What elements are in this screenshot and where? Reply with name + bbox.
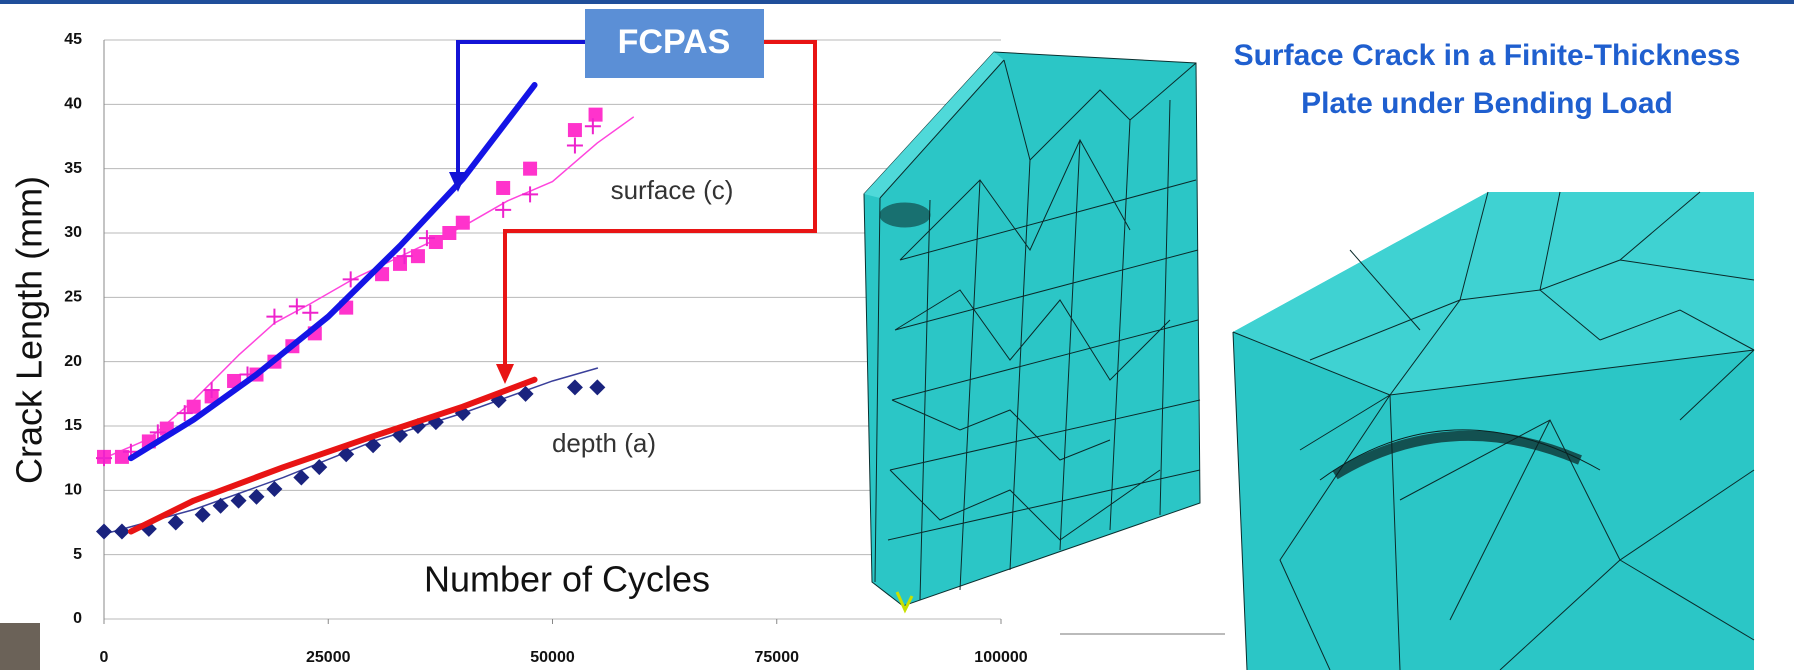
plus-marker	[266, 309, 282, 325]
slide-title-line: Plate under Bending Load	[1301, 87, 1673, 120]
x-tick-label: 0	[100, 649, 109, 666]
square-marker	[187, 400, 201, 414]
top-bar	[0, 0, 1794, 4]
plus-marker	[495, 202, 511, 218]
x-tick-label: 50000	[530, 649, 575, 666]
square-marker	[523, 162, 537, 176]
y-tick-label: 25	[64, 289, 82, 306]
square-marker	[589, 108, 603, 122]
diamond-marker	[589, 379, 605, 395]
thumbnail	[0, 623, 40, 670]
diamond-marker	[567, 379, 583, 395]
y-tick-label: 5	[73, 546, 82, 563]
y-axis-label: Crack Length (mm)	[9, 176, 50, 484]
square-marker	[456, 216, 470, 230]
y-tick-label: 0	[73, 610, 82, 627]
y-tick-label: 40	[64, 96, 82, 113]
square-marker	[411, 249, 425, 263]
square-marker	[496, 181, 510, 195]
model-label: FCPAS	[618, 23, 731, 61]
diamond-marker	[168, 515, 184, 531]
y-tick-label: 15	[64, 417, 82, 434]
y-tick-label: 45	[64, 31, 82, 48]
plate-mesh-image	[864, 52, 1200, 610]
square-marker	[429, 235, 443, 249]
crack-detail-mesh-image	[1233, 192, 1754, 670]
x-axis-label: Number of Cycles	[424, 559, 710, 600]
square-marker	[442, 226, 456, 240]
square-marker	[568, 123, 582, 137]
x-tick-label: 75000	[755, 649, 800, 666]
diamond-marker	[114, 524, 130, 540]
slide: 0 5 10 15 20 25 30 35 40 45 0 25000 50000 75000 100000…	[0, 0, 1794, 670]
diamond-marker	[248, 489, 264, 505]
plus-marker	[567, 138, 583, 154]
x-tick-label: 25000	[306, 649, 351, 666]
y-tick-label: 20	[64, 353, 82, 370]
diamond-marker	[96, 524, 112, 540]
diamond-marker	[213, 498, 229, 514]
y-tick-label: 35	[64, 160, 82, 177]
y-tick-label: 10	[64, 482, 82, 499]
x-tick-label: 100000	[974, 649, 1027, 666]
surface-label: surface (c)	[611, 175, 734, 205]
y-tick-label: 30	[64, 224, 82, 241]
depth-label: depth (a)	[552, 428, 656, 458]
slide-title-line: Surface Crack in a Finite-Thickness	[1234, 39, 1741, 72]
